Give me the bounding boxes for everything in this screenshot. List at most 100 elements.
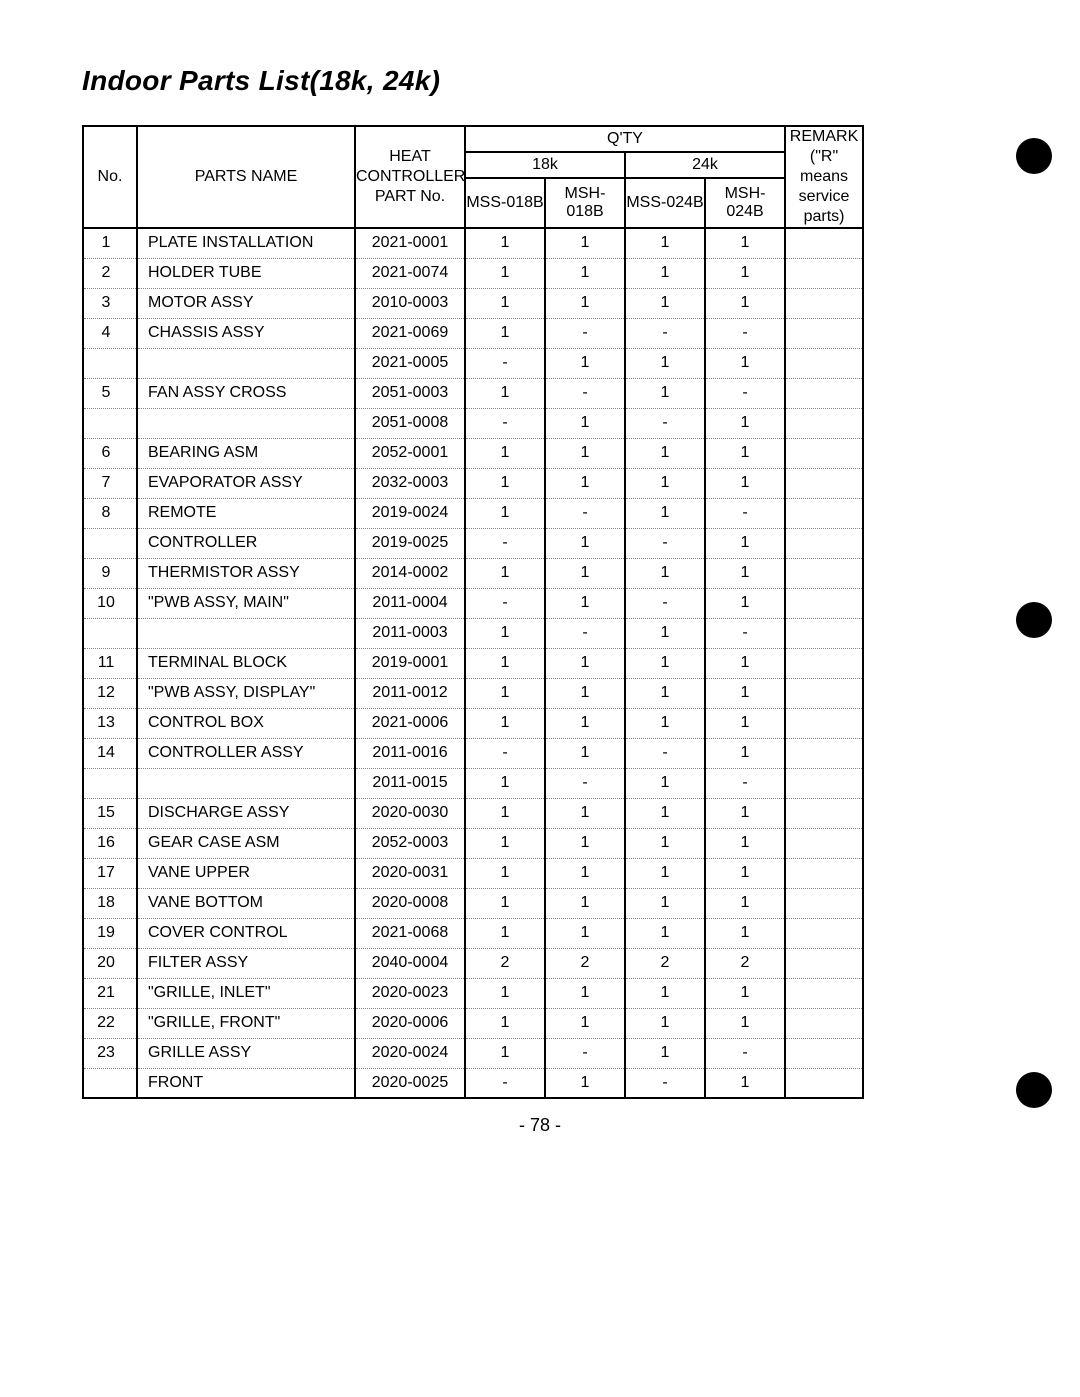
cell-qty: 1 <box>625 618 705 648</box>
cell-qty: 1 <box>545 978 625 1008</box>
cell-parts-name: VANE BOTTOM <box>137 888 355 918</box>
table-row: CONTROLLER2019-0025-1-1 <box>83 528 863 558</box>
cell-qty: - <box>625 1068 705 1098</box>
cell-qty: 1 <box>625 768 705 798</box>
cell-qty: - <box>705 498 785 528</box>
cell-part-no: 2020-0025 <box>355 1068 465 1098</box>
cell-qty: - <box>545 768 625 798</box>
cell-remark <box>785 588 863 618</box>
cell-parts-name <box>137 408 355 438</box>
cell-no: 17 <box>83 858 137 888</box>
cell-remark <box>785 738 863 768</box>
cell-qty: 1 <box>705 468 785 498</box>
cell-qty: 1 <box>465 888 545 918</box>
cell-qty: 1 <box>625 858 705 888</box>
cell-qty: 1 <box>705 1068 785 1098</box>
cell-qty: 1 <box>705 708 785 738</box>
cell-qty: 1 <box>705 558 785 588</box>
cell-qty: 1 <box>545 468 625 498</box>
cell-qty: 1 <box>625 828 705 858</box>
cell-part-no: 2052-0001 <box>355 438 465 468</box>
cell-qty: 1 <box>465 498 545 528</box>
cell-qty: 1 <box>705 738 785 768</box>
cell-qty: - <box>545 498 625 528</box>
header-model-1: MSS-018B <box>465 178 545 228</box>
cell-parts-name: GEAR CASE ASM <box>137 828 355 858</box>
table-row: 14CONTROLLER ASSY2011-0016-1-1 <box>83 738 863 768</box>
cell-qty: 1 <box>625 708 705 738</box>
table-row: 2011-00151-1- <box>83 768 863 798</box>
cell-no: 11 <box>83 648 137 678</box>
parts-table: No. PARTS NAME HEAT CONTROLLER PART No. … <box>82 125 864 1099</box>
cell-remark <box>785 858 863 888</box>
cell-qty: 1 <box>545 348 625 378</box>
cell-qty: - <box>705 618 785 648</box>
cell-no <box>83 768 137 798</box>
cell-parts-name: FAN ASSY CROSS <box>137 378 355 408</box>
cell-part-no: 2020-0030 <box>355 798 465 828</box>
cell-qty: 1 <box>705 828 785 858</box>
cell-qty: 2 <box>545 948 625 978</box>
cell-qty: 1 <box>545 828 625 858</box>
cell-no <box>83 618 137 648</box>
cell-part-no: 2020-0006 <box>355 1008 465 1038</box>
cell-part-no: 2019-0001 <box>355 648 465 678</box>
cell-no <box>83 1068 137 1098</box>
table-row: 23GRILLE ASSY2020-00241-1- <box>83 1038 863 1068</box>
table-row: 10"PWB ASSY, MAIN"2011-0004-1-1 <box>83 588 863 618</box>
cell-parts-name: "PWB ASSY, MAIN" <box>137 588 355 618</box>
cell-qty: 1 <box>545 438 625 468</box>
cell-qty: 1 <box>545 798 625 828</box>
cell-qty: 1 <box>625 1038 705 1068</box>
cell-remark <box>785 1008 863 1038</box>
cell-remark <box>785 408 863 438</box>
cell-remark <box>785 1068 863 1098</box>
cell-qty: 1 <box>705 288 785 318</box>
table-row: 6BEARING ASM2052-00011111 <box>83 438 863 468</box>
cell-no <box>83 348 137 378</box>
cell-part-no: 2020-0024 <box>355 1038 465 1068</box>
table-row: 16GEAR CASE ASM2052-00031111 <box>83 828 863 858</box>
cell-qty: - <box>705 318 785 348</box>
cell-qty: 1 <box>545 678 625 708</box>
cell-qty: 1 <box>625 1008 705 1038</box>
cell-parts-name: FILTER ASSY <box>137 948 355 978</box>
cell-parts-name: BEARING ASM <box>137 438 355 468</box>
cell-qty: 1 <box>625 648 705 678</box>
cell-qty: 1 <box>545 648 625 678</box>
table-row: 2HOLDER TUBE2021-00741111 <box>83 258 863 288</box>
cell-qty: 1 <box>625 558 705 588</box>
cell-qty: 1 <box>545 738 625 768</box>
cell-qty: - <box>465 348 545 378</box>
cell-parts-name: CONTROL BOX <box>137 708 355 738</box>
cell-qty: 1 <box>705 1008 785 1038</box>
cell-remark <box>785 618 863 648</box>
cell-part-no: 2051-0003 <box>355 378 465 408</box>
cell-part-no: 2020-0008 <box>355 888 465 918</box>
cell-remark <box>785 348 863 378</box>
cell-qty: 1 <box>625 438 705 468</box>
cell-qty: - <box>705 378 785 408</box>
cell-qty: 1 <box>545 918 625 948</box>
cell-remark <box>785 888 863 918</box>
cell-no: 1 <box>83 228 137 258</box>
cell-no: 10 <box>83 588 137 618</box>
cell-parts-name <box>137 768 355 798</box>
cell-qty: 1 <box>465 858 545 888</box>
header-parts-name: PARTS NAME <box>137 126 355 228</box>
cell-no: 2 <box>83 258 137 288</box>
cell-qty: - <box>625 408 705 438</box>
cell-part-no: 2011-0004 <box>355 588 465 618</box>
table-row: 15DISCHARGE ASSY2020-00301111 <box>83 798 863 828</box>
cell-parts-name: REMOTE <box>137 498 355 528</box>
header-model-4: MSH-024B <box>705 178 785 228</box>
cell-qty: 1 <box>705 858 785 888</box>
cell-qty: 1 <box>465 558 545 588</box>
cell-parts-name: "PWB ASSY, DISPLAY" <box>137 678 355 708</box>
cell-qty: 1 <box>465 708 545 738</box>
cell-parts-name: EVAPORATOR ASSY <box>137 468 355 498</box>
cell-qty: - <box>625 588 705 618</box>
table-row: 11TERMINAL BLOCK2019-00011111 <box>83 648 863 678</box>
cell-qty: 1 <box>465 468 545 498</box>
cell-no: 3 <box>83 288 137 318</box>
